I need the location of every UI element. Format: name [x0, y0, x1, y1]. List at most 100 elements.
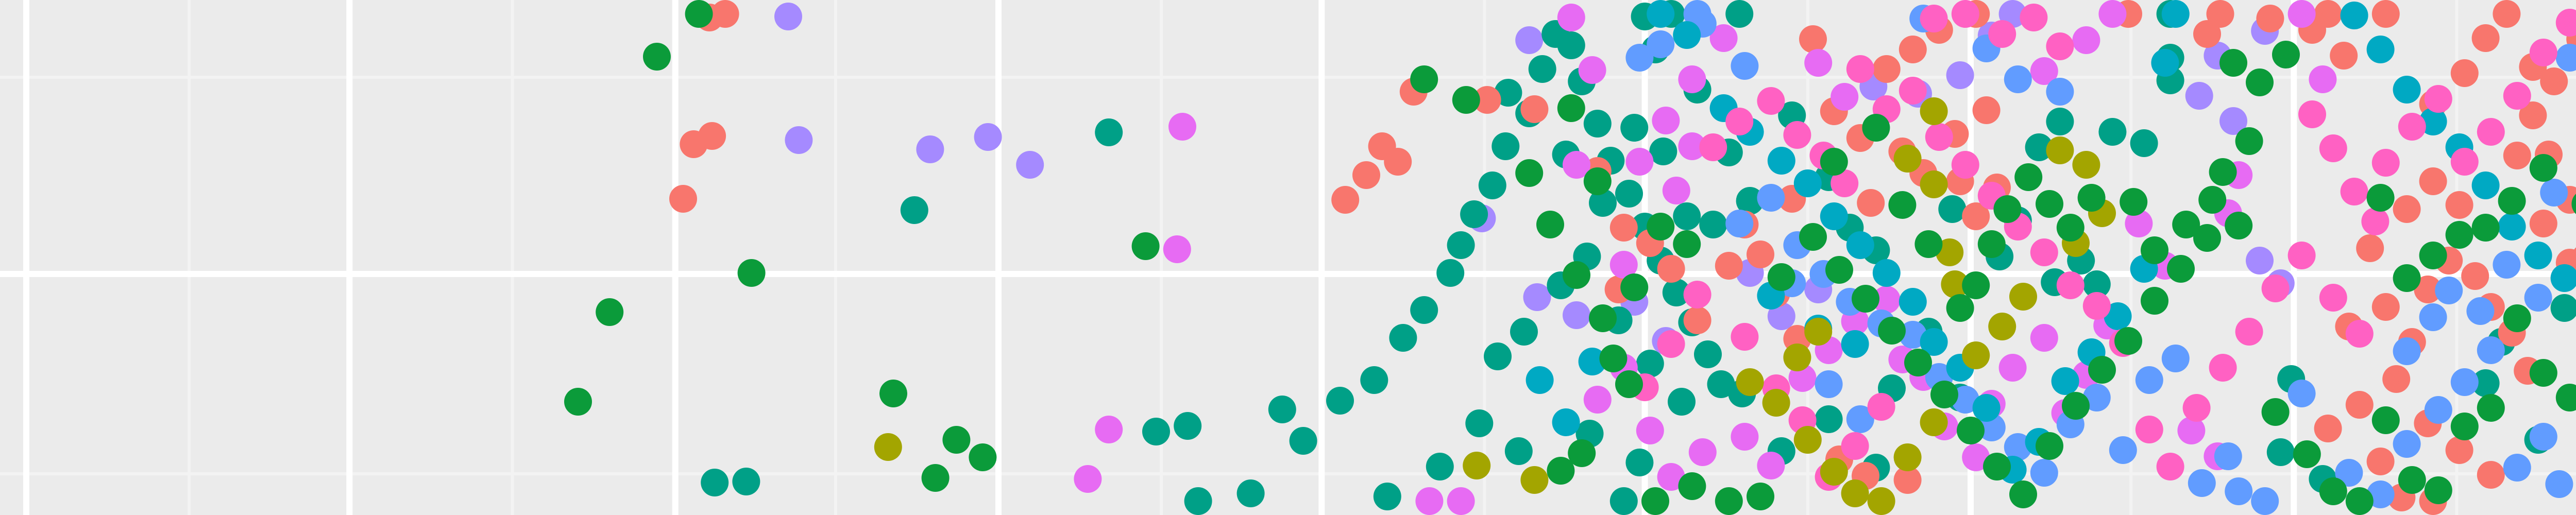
data-point: [1831, 169, 1859, 197]
data-point: [1920, 5, 1948, 32]
data-point: [2524, 284, 2552, 312]
data-point: [685, 0, 713, 28]
data-point: [2109, 436, 2137, 464]
data-point: [2261, 274, 2290, 302]
data-point: [916, 135, 944, 163]
data-point: [2088, 356, 2116, 384]
data-point: [2450, 148, 2479, 176]
data-point: [2519, 101, 2547, 129]
data-point: [2046, 136, 2074, 164]
data-point: [1951, 0, 1979, 28]
data-point: [2256, 5, 2284, 32]
data-point: [1715, 252, 1743, 280]
data-point: [2219, 49, 2247, 77]
data-point: [1957, 417, 1985, 444]
data-point: [1962, 271, 1990, 299]
data-point: [1389, 324, 1417, 352]
data-point: [1436, 259, 1465, 287]
data-point: [1846, 231, 1874, 259]
data-point: [1426, 453, 1454, 480]
data-point: [1736, 187, 1764, 215]
data-point: [1731, 423, 1759, 451]
data-point: [1757, 87, 1785, 115]
data-point: [1236, 479, 1265, 507]
data-point: [2366, 184, 2395, 212]
data-point: [1625, 449, 1654, 476]
data-point: [1410, 65, 1438, 93]
data-point: [2393, 76, 2421, 104]
data-point: [2550, 264, 2576, 292]
data-point: [2072, 151, 2100, 179]
data-point: [1649, 138, 1677, 165]
data-point: [1465, 409, 1494, 437]
data-point: [1142, 418, 1170, 445]
data-point: [2025, 133, 2053, 161]
data-point: [1725, 0, 1754, 28]
data-point: [1941, 270, 1969, 298]
data-point: [2471, 369, 2500, 397]
data-point: [1515, 159, 1544, 187]
data-point: [1473, 86, 1501, 114]
data-point: [2030, 324, 2058, 352]
data-point: [1930, 381, 1958, 408]
data-point: [1938, 195, 1967, 223]
data-point: [737, 259, 766, 287]
data-point: [2340, 178, 2368, 205]
data-point: [1174, 412, 1202, 440]
data-point: [2072, 26, 2100, 54]
data-point: [2193, 224, 2221, 252]
data-point: [2206, 0, 2234, 28]
data-point: [2246, 247, 2274, 274]
data-point: [2550, 294, 2576, 322]
data-point: [2046, 32, 2074, 60]
data-point: [2185, 82, 2213, 110]
data-point: [2529, 39, 2557, 66]
data-point: [785, 126, 813, 154]
data-point: [2051, 367, 2079, 395]
data-point: [1557, 31, 1585, 59]
data-point: [2036, 190, 2063, 218]
data-point: [1536, 211, 1564, 238]
data-point: [1657, 463, 1685, 491]
data-point: [1688, 438, 1717, 466]
data-point: [1857, 189, 1885, 217]
data-point: [2030, 459, 2058, 487]
data-point: [2235, 127, 2263, 155]
data-point: [1899, 321, 1927, 349]
data-point: [1841, 479, 1869, 507]
data-point: [2082, 270, 2111, 298]
data-point: [1647, 30, 1675, 58]
series-3: [1074, 0, 2337, 515]
data-point: [1583, 110, 1612, 138]
data-point: [2503, 304, 2531, 332]
data-point: [2219, 107, 2247, 135]
data-point: [2009, 480, 2037, 508]
data-point: [1783, 344, 1811, 371]
data-point: [2293, 440, 2321, 468]
data-point: [2393, 337, 2421, 365]
series-7: [874, 97, 2116, 515]
data-point: [1589, 304, 1617, 332]
data-point: [596, 298, 624, 326]
data-point: [921, 464, 950, 492]
data-point: [2188, 469, 2216, 497]
data-point: [774, 3, 802, 30]
data-point: [2393, 195, 2421, 223]
data-point: [2450, 368, 2479, 396]
data-point: [2272, 41, 2300, 68]
data-point: [969, 443, 997, 471]
data-point: [1888, 191, 1917, 219]
data-point: [2529, 359, 2557, 387]
data-point: [1528, 55, 1556, 83]
data-point: [1725, 210, 1754, 237]
data-point: [1673, 230, 1701, 258]
data-point: [1951, 151, 1979, 179]
data-point: [2182, 394, 2211, 422]
data-point: [2198, 186, 2227, 214]
data-point: [2414, 276, 2442, 303]
data-point: [2503, 454, 2531, 482]
data-point: [2398, 466, 2426, 494]
data-point: [2309, 65, 2337, 93]
data-point: [2471, 214, 2500, 242]
